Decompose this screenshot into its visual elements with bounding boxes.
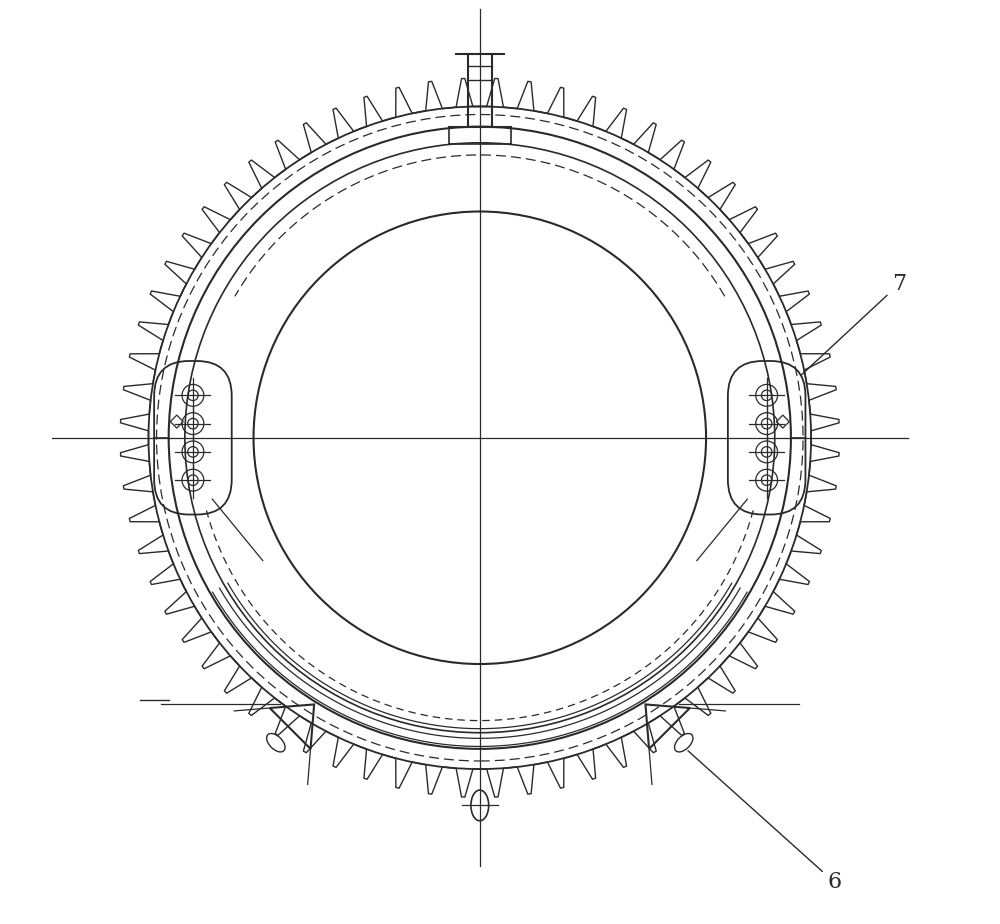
Text: 7: 7 <box>801 274 906 375</box>
Text: 6: 6 <box>688 750 841 894</box>
